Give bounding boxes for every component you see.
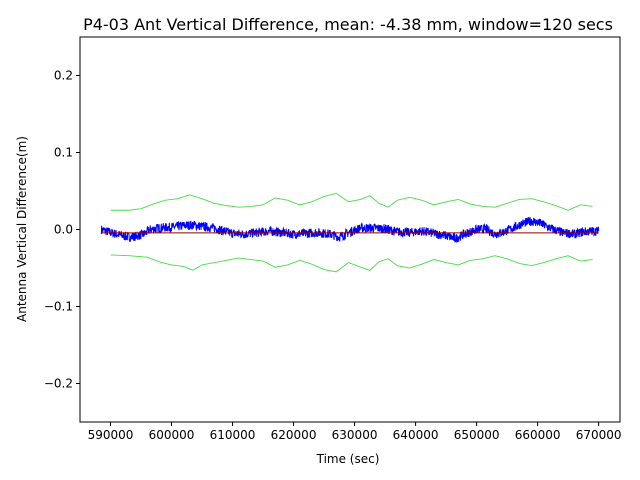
series-upper-envelope-line [110, 192, 593, 211]
x-axis-label: Time (sec) [316, 452, 380, 466]
x-tick-label: 660000 [515, 428, 561, 442]
y-axis-label: Antenna Vertical Difference(m) [15, 136, 29, 322]
x-tick-label: 650000 [454, 428, 500, 442]
y-axis: 0.2 0.1 0.0 −0.1 −0.2 [44, 69, 80, 391]
y-tick-label: 0.1 [54, 146, 73, 160]
x-tick-label: 620000 [271, 428, 317, 442]
y-tick-label: −0.2 [44, 377, 73, 391]
x-axis: 590000 600000 610000 620000 630000 640000 6500… [88, 422, 622, 442]
x-tick-label: 670000 [576, 428, 622, 442]
x-tick-label: 630000 [332, 428, 378, 442]
y-tick-label: 0.2 [54, 69, 73, 83]
chart-title: P4-03 Ant Vertical Difference, mean: -4.… [83, 15, 613, 34]
series-signal-line [100, 217, 600, 243]
x-tick-label: 640000 [393, 428, 439, 442]
x-tick-label: 590000 [88, 428, 134, 442]
plot-frame [79, 36, 621, 423]
plot-area [100, 192, 600, 273]
y-tick-label: 0.0 [54, 223, 73, 237]
x-tick-label: 610000 [210, 428, 256, 442]
x-tick-label: 600000 [149, 428, 195, 442]
y-tick-label: −0.1 [44, 300, 73, 314]
series-lower-envelope-line [110, 254, 593, 273]
